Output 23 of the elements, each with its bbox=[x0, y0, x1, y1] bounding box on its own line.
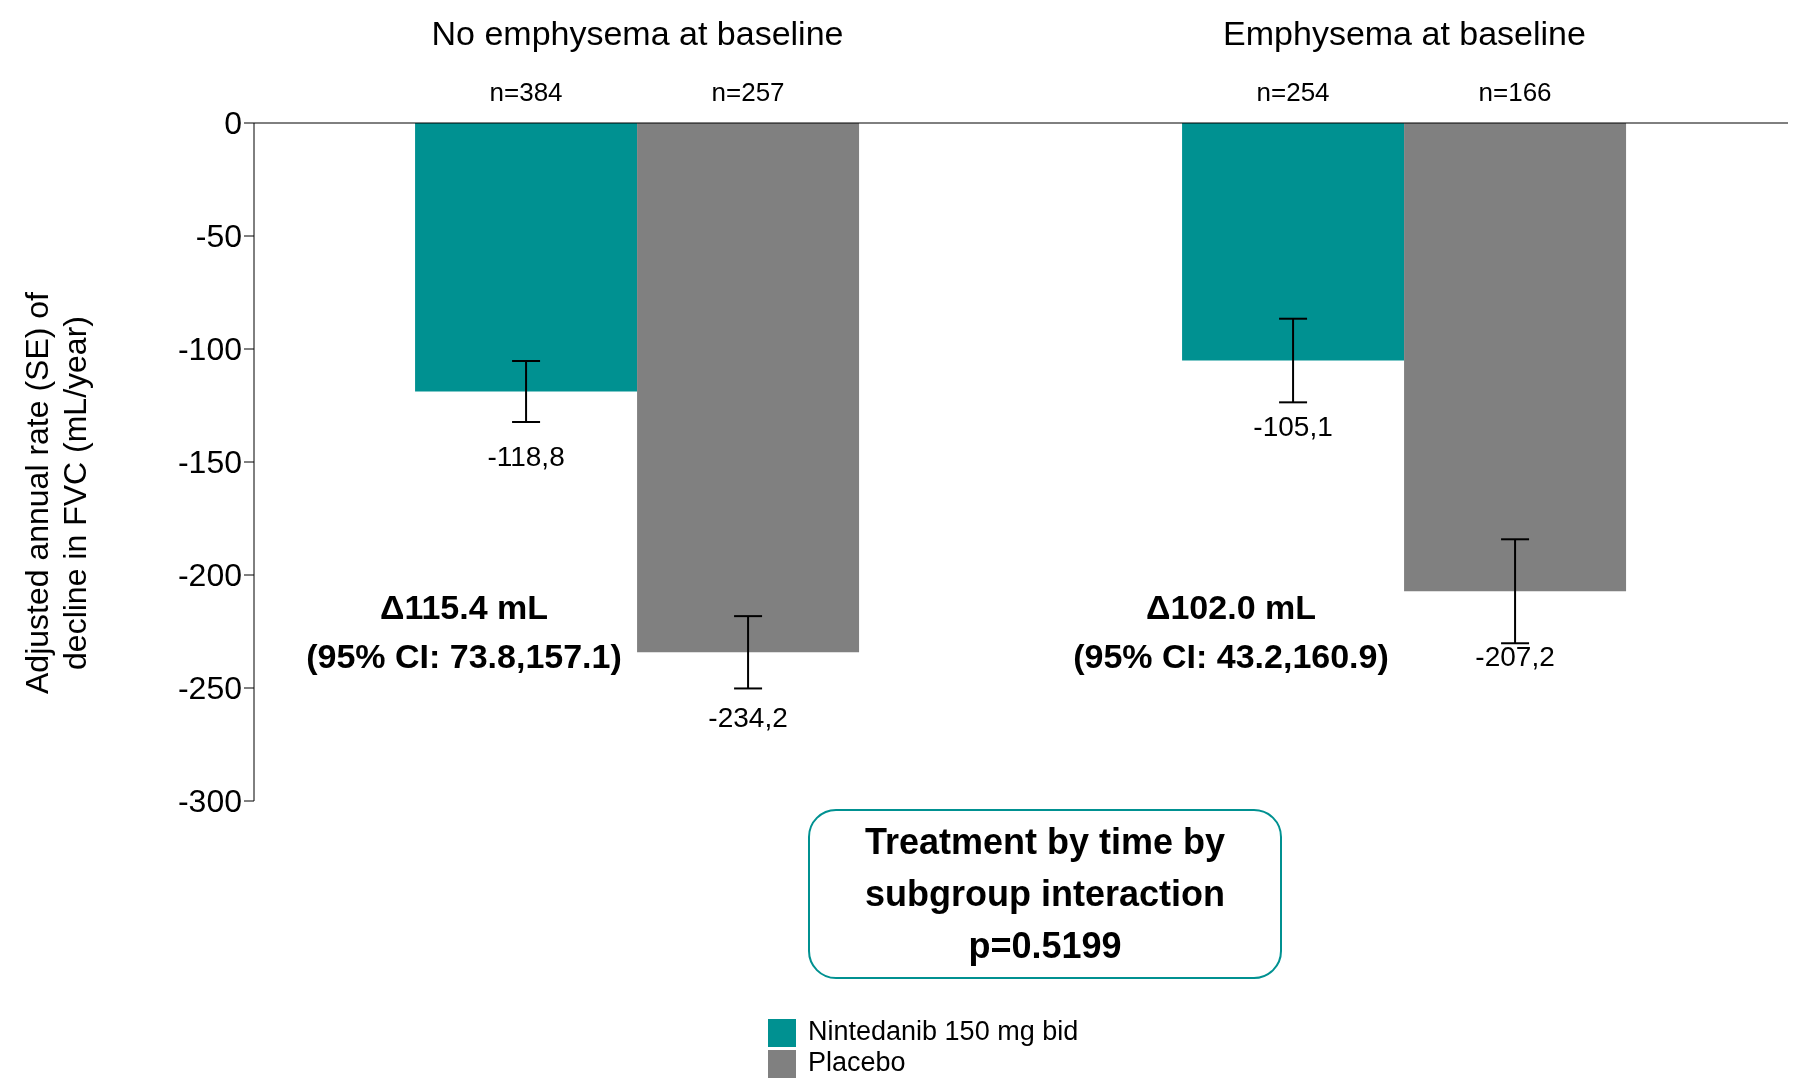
text: n=384 bbox=[489, 77, 563, 107]
data-label: -118,8 bbox=[487, 441, 565, 473]
text: n=166 bbox=[1478, 77, 1552, 107]
legend-label: Nintedanib 150 mg bid bbox=[808, 1016, 1079, 1046]
text: n=254 bbox=[1256, 77, 1330, 107]
y-tick-label: -100 bbox=[177, 331, 242, 368]
data-label: -105,1 bbox=[1253, 410, 1333, 442]
text: n=257 bbox=[711, 77, 785, 107]
data-label: -234,2 bbox=[708, 702, 788, 734]
x-tick-label: No emphysema at baseline bbox=[431, 14, 844, 52]
y-tick-label: -200 bbox=[177, 557, 242, 594]
callout-box: Treatment by time by subgroup interaction p=0.5199 bbox=[808, 809, 1282, 979]
y-axis-title: Adjusted annual rate (SE) of decline in FVC (mL/year) bbox=[19, 291, 93, 695]
legend-label: Placebo bbox=[808, 1047, 906, 1077]
y-tick-label: -50 bbox=[195, 218, 242, 255]
y-tick-label: 0 bbox=[224, 105, 242, 142]
annotation: Δ115.4 mL (95% CI: 73.8,157.1) bbox=[305, 587, 623, 677]
data-label: -207,2 bbox=[1475, 641, 1555, 673]
annotation: Δ102.0 mL (95% CI: 43.2,160.9) bbox=[1072, 587, 1390, 677]
y-tick-label: -300 bbox=[177, 783, 242, 820]
y-tick-label: -250 bbox=[177, 670, 242, 707]
y-tick-label: -150 bbox=[177, 444, 242, 481]
x-tick-label: Emphysema at baseline bbox=[1223, 14, 1586, 52]
